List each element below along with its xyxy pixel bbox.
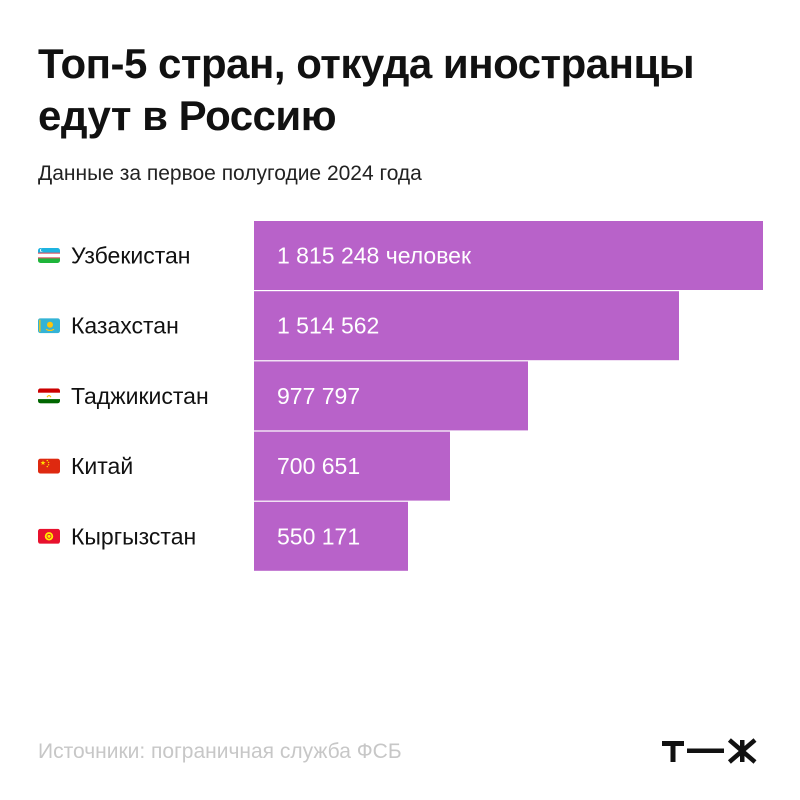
bar-0 (254, 221, 763, 290)
source-note: Источники: пограничная служба ФСБ (38, 740, 402, 763)
category-label: Китай (71, 453, 133, 479)
bar-3 (254, 431, 450, 501)
tzh-logo (662, 738, 757, 764)
kazakhstan-flag-icon (38, 318, 60, 334)
tajikistan-flag-icon (38, 388, 60, 404)
bar-value-label: 1 514 562 (277, 313, 379, 339)
chart-title: Топ-5 стран, откуда иностранцы едут в Ро… (38, 40, 695, 139)
kyrgyzstan-flag-icon (38, 528, 60, 544)
bar-value-label: 550 171 (277, 523, 360, 549)
bar-4 (254, 501, 408, 571)
bar-value-label: 977 797 (277, 383, 360, 409)
bar-2 (254, 361, 528, 431)
bar-value-label: 1 815 248 человек (277, 243, 472, 269)
category-label: Узбекистан (71, 243, 191, 269)
bar-value-label: 700 651 (277, 453, 360, 479)
category-label: Казахстан (71, 313, 179, 339)
category-label: Таджикистан (71, 383, 209, 409)
uzbekistan-flag-icon (38, 248, 60, 263)
china-flag-icon (38, 458, 60, 474)
bar-1 (254, 291, 679, 361)
category-label: Кыргызстан (71, 523, 196, 549)
chart-subtitle: Данные за первое полугодие 2024 года (38, 162, 422, 185)
